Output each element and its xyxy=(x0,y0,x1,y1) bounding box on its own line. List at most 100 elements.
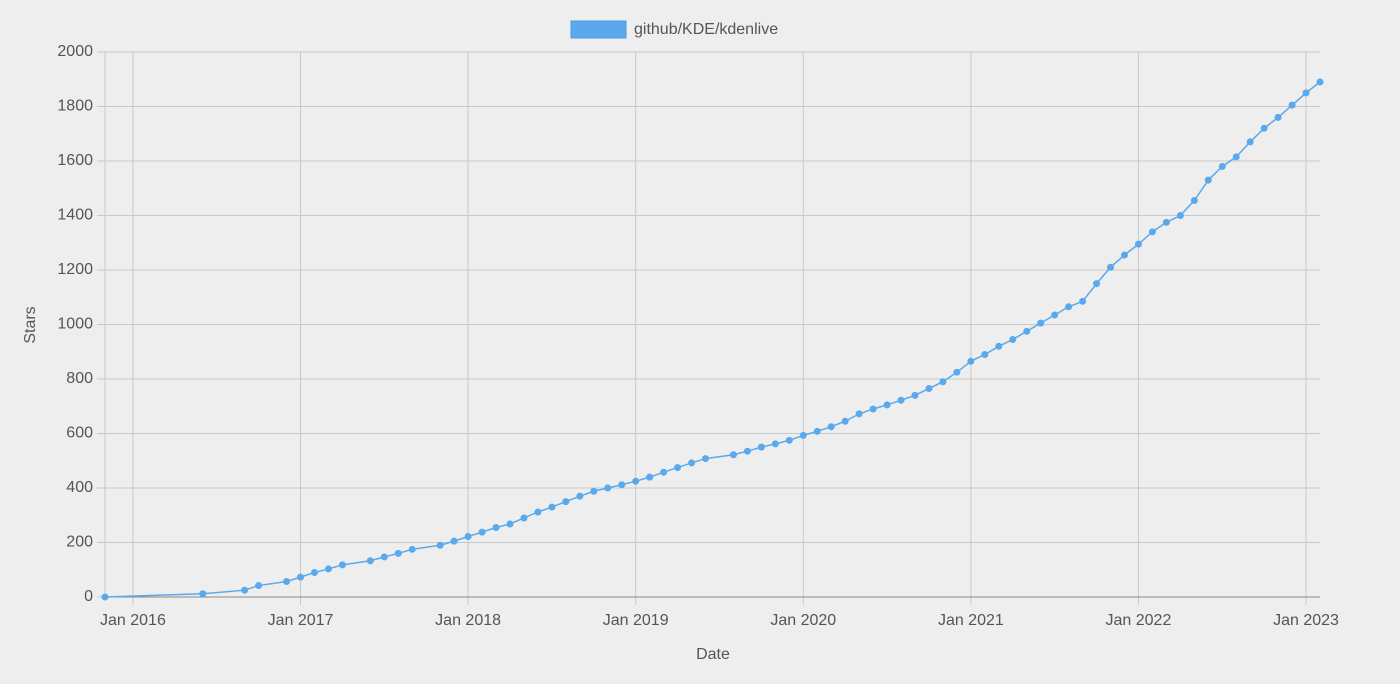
point xyxy=(199,590,207,598)
point xyxy=(1232,153,1240,161)
point xyxy=(366,557,374,565)
point xyxy=(241,586,249,594)
point xyxy=(632,477,640,485)
x-axis-label: Date xyxy=(696,646,730,663)
point xyxy=(757,443,765,451)
point xyxy=(297,573,305,581)
point xyxy=(660,468,668,476)
y-axis-label: Stars xyxy=(22,306,39,343)
point xyxy=(1093,280,1101,288)
y-tick-label: 1800 xyxy=(57,98,93,115)
point xyxy=(1260,124,1268,132)
point xyxy=(1051,311,1059,319)
point xyxy=(590,487,598,495)
point xyxy=(618,481,626,489)
point xyxy=(813,427,821,435)
point xyxy=(911,391,919,399)
y-tick-label: 2000 xyxy=(57,43,93,60)
point xyxy=(967,357,975,365)
point xyxy=(338,561,346,569)
point xyxy=(1120,251,1128,259)
x-tick-label: Jan 2021 xyxy=(938,612,1004,629)
point xyxy=(408,545,416,553)
y-tick-label: 800 xyxy=(66,370,93,387)
point xyxy=(729,451,737,459)
point xyxy=(450,537,458,545)
point xyxy=(380,553,388,561)
point xyxy=(743,447,751,455)
point xyxy=(1162,218,1170,226)
point xyxy=(785,436,793,444)
point xyxy=(1190,197,1198,205)
point xyxy=(674,464,682,472)
point xyxy=(897,396,905,404)
point xyxy=(283,577,291,585)
point xyxy=(534,508,542,516)
legend-swatch xyxy=(570,20,627,39)
point xyxy=(324,565,332,573)
point xyxy=(1288,101,1296,109)
point xyxy=(953,368,961,376)
point xyxy=(255,582,263,590)
x-tick-label: Jan 2018 xyxy=(435,612,501,629)
point xyxy=(771,440,779,448)
point xyxy=(506,520,514,528)
x-tick-label: Jan 2017 xyxy=(268,612,334,629)
point xyxy=(925,385,933,393)
y-tick-label: 1400 xyxy=(57,207,93,224)
y-tick-label: 1000 xyxy=(57,316,93,333)
x-tick-label: Jan 2019 xyxy=(603,612,669,629)
point xyxy=(1204,176,1212,184)
point xyxy=(1274,113,1282,121)
point xyxy=(1079,297,1087,305)
point xyxy=(646,473,654,481)
y-tick-label: 400 xyxy=(66,479,93,496)
point xyxy=(855,410,863,418)
point xyxy=(869,405,877,413)
y-tick-label: 0 xyxy=(84,588,93,605)
y-tick-label: 1600 xyxy=(57,152,93,169)
point xyxy=(995,342,1003,350)
point xyxy=(548,503,556,511)
point xyxy=(310,568,318,576)
point xyxy=(1246,138,1254,146)
x-tick-label: Jan 2020 xyxy=(770,612,836,629)
point xyxy=(604,484,612,492)
x-tick-label: Jan 2022 xyxy=(1106,612,1172,629)
x-tick-label: Jan 2023 xyxy=(1273,612,1339,629)
point xyxy=(1107,263,1115,271)
y-tick-label: 200 xyxy=(66,534,93,551)
point xyxy=(520,514,528,522)
point xyxy=(702,455,710,463)
point xyxy=(394,549,402,557)
point xyxy=(576,492,584,500)
point xyxy=(436,541,444,549)
point xyxy=(464,533,472,541)
point xyxy=(1023,327,1031,335)
point xyxy=(1302,89,1310,97)
point xyxy=(1176,212,1184,219)
point xyxy=(1148,228,1156,236)
point xyxy=(1009,335,1017,343)
x-tick-label: Jan 2016 xyxy=(100,612,166,629)
point xyxy=(101,593,109,601)
point xyxy=(492,524,500,532)
point xyxy=(981,350,989,358)
point xyxy=(799,431,807,439)
point xyxy=(1134,240,1142,248)
y-tick-label: 600 xyxy=(66,425,93,442)
point xyxy=(688,459,696,467)
point xyxy=(562,498,570,506)
point xyxy=(1037,319,1045,327)
point xyxy=(841,417,849,425)
point xyxy=(1065,303,1073,311)
legend-label: github/KDE/kdenlive xyxy=(634,21,778,38)
point xyxy=(1218,162,1226,170)
point xyxy=(883,401,891,409)
point xyxy=(1316,78,1324,86)
point xyxy=(827,423,835,431)
y-tick-label: 1200 xyxy=(57,261,93,278)
point xyxy=(939,378,947,386)
